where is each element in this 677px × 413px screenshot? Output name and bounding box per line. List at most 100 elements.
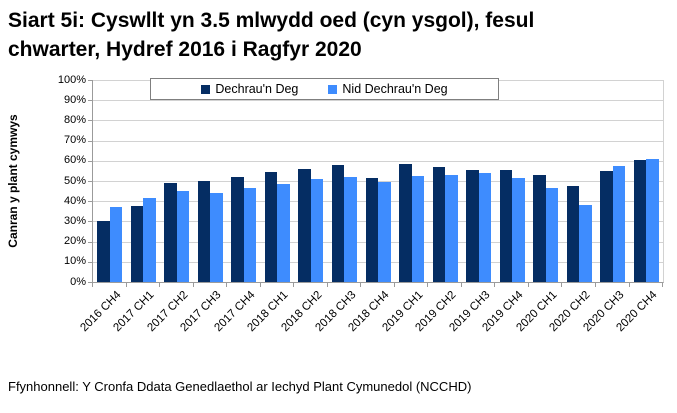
- y-tick-label-90: 90%: [63, 93, 86, 106]
- x-tick-mark-5: [259, 283, 261, 287]
- bar-group-2018 CH2: [294, 80, 328, 282]
- plot-area: [92, 80, 664, 283]
- y-tick-mark-60: [88, 160, 92, 162]
- bar-Nid Dechrau'n Deg-2020 CH2: [579, 205, 592, 282]
- x-tick-mark-13: [527, 283, 529, 287]
- source-note: Ffynhonnell: Y Cronfa Ddata Genedlaethol…: [8, 379, 472, 394]
- legend-swatch-dechraun-deg: [201, 84, 211, 94]
- y-tick-mark-50: [88, 181, 92, 182]
- x-tick-mark-6: [293, 283, 295, 287]
- bar-group-2020 CH3: [596, 80, 630, 282]
- y-tick-label-100: 100%: [57, 73, 86, 86]
- bar-Dechrau'n Deg-2018 CH2: [298, 168, 311, 282]
- bar-Nid Dechrau'n Deg-2018 CH2: [310, 179, 324, 282]
- bar-Dechrau'n Deg-2019 CH1: [399, 163, 412, 282]
- y-tick-label-50: 50%: [63, 174, 86, 187]
- bar-group-2018 CH3: [328, 80, 362, 282]
- bar-Dechrau'n Deg-2018 CH4: [365, 178, 379, 282]
- bar-group-2018 CH1: [261, 80, 295, 282]
- x-tick-mark-8: [360, 283, 362, 287]
- y-tick-mark-20: [88, 241, 92, 243]
- legend-swatch-nid-dechraun-deg: [328, 84, 338, 94]
- legend-label-nid-dechraun-deg: Nid Dechrau'n Deg: [342, 82, 448, 96]
- bar-Nid Dechrau'n Deg-2017 CH3: [210, 193, 223, 282]
- x-tick-mark-14: [561, 283, 563, 287]
- bar-Dechrau'n Deg-2020 CH4: [633, 159, 647, 282]
- y-tick-label-10: 10%: [63, 255, 86, 268]
- bar-Nid Dechrau'n Deg-2020 CH4: [646, 158, 659, 282]
- y-tick-label-80: 80%: [63, 113, 86, 126]
- bar-Nid Dechrau'n Deg-2018 CH3: [344, 177, 357, 282]
- bar-Nid Dechrau'n Deg-2020 CH3: [612, 165, 626, 282]
- legend: Dechrau'n Deg Nid Dechrau'n Deg: [150, 78, 499, 100]
- bar-Dechrau'n Deg-2020 CH1: [533, 174, 546, 282]
- bar-Dechrau'n Deg-2017 CH4: [231, 177, 244, 282]
- x-tick-mark-9: [393, 283, 395, 287]
- y-tick-mark-10: [88, 261, 92, 263]
- bar-group-2020 CH2: [562, 80, 596, 282]
- gridline-70: [93, 140, 663, 142]
- x-tick-mark-7: [326, 283, 328, 287]
- bar-Nid Dechrau'n Deg-2018 CH1: [277, 184, 290, 282]
- gridline-60: [93, 160, 663, 162]
- x-tick-mark-4: [226, 283, 228, 287]
- bars-layer: [93, 80, 663, 282]
- y-tick-mark-0: [88, 282, 92, 283]
- y-tick-mark-40: [88, 201, 92, 203]
- y-tick-label-60: 60%: [63, 154, 86, 167]
- y-tick-label-40: 40%: [63, 194, 86, 207]
- bar-group-2019 CH2: [428, 80, 462, 282]
- y-tick-label-0: 0%: [70, 275, 86, 288]
- bar-Nid Dechrau'n Deg-2019 CH1: [411, 175, 425, 282]
- bar-group-2017 CH1: [127, 80, 161, 282]
- x-tick-mark-11: [460, 283, 462, 287]
- bar-group-2019 CH1: [395, 80, 429, 282]
- x-tick-mark-3: [192, 283, 194, 287]
- bar-Dechrau'n Deg-2019 CH4: [499, 169, 513, 282]
- bar-Dechrau'n Deg-2018 CH1: [264, 171, 278, 282]
- y-tick-mark-30: [88, 221, 92, 223]
- legend-item-dechraun-deg: Dechrau'n Deg: [201, 82, 298, 96]
- y-axis-title: Canran y plant cymwys: [6, 114, 20, 248]
- bar-Nid Dechrau'n Deg-2017 CH4: [243, 188, 257, 282]
- bar-Dechrau'n Deg-2016 CH4: [97, 221, 110, 282]
- chart-title-line2: chwarter, Hydref 2016 i Ragfyr 2020: [8, 38, 362, 61]
- chart-title: Siart 5i: Cyswllt yn 3.5 mlwydd oed (cyn…: [8, 6, 648, 64]
- bar-group-2020 CH4: [630, 80, 664, 282]
- legend-label-dechraun-deg: Dechrau'n Deg: [215, 82, 299, 96]
- bar-Dechrau'n Deg-2017 CH2: [164, 183, 177, 282]
- bar-group-2019 CH3: [462, 80, 496, 282]
- bar-group-2018 CH4: [361, 80, 395, 282]
- bar-Dechrau'n Deg-2018 CH3: [331, 164, 345, 282]
- legend-item-nid-dechraun-deg: Nid Dechrau'n Deg: [328, 82, 448, 96]
- bar-group-2016 CH4: [93, 80, 127, 282]
- bar-group-2020 CH1: [529, 80, 563, 282]
- x-tick-mark-12: [494, 283, 496, 287]
- x-tick-mark-1: [125, 283, 127, 287]
- gridline-80: [93, 120, 663, 122]
- y-tick-label-70: 70%: [63, 134, 86, 147]
- x-tick-mark-10: [427, 283, 429, 287]
- bar-Nid Dechrau'n Deg-2019 CH4: [512, 178, 525, 282]
- bar-Dechrau'n Deg-2020 CH2: [566, 186, 580, 282]
- y-tick-mark-70: [88, 140, 92, 142]
- bar-Nid Dechrau'n Deg-2016 CH4: [109, 207, 123, 282]
- bar-Dechrau'n Deg-2020 CH3: [600, 170, 613, 282]
- bar-group-2019 CH4: [495, 80, 529, 282]
- bar-Dechrau'n Deg-2019 CH2: [432, 166, 446, 282]
- x-tick-mark-2: [159, 283, 161, 287]
- bar-group-2017 CH3: [194, 80, 228, 282]
- bar-Nid Dechrau'n Deg-2020 CH1: [545, 188, 559, 282]
- bar-Nid Dechrau'n Deg-2017 CH2: [176, 191, 190, 282]
- bar-Nid Dechrau'n Deg-2019 CH3: [478, 172, 492, 282]
- x-tick-mark-17: [662, 283, 663, 287]
- x-tick-mark-16: [628, 283, 630, 287]
- y-tick-label-20: 20%: [63, 235, 86, 248]
- bar-Nid Dechrau'n Deg-2017 CH1: [143, 198, 156, 282]
- bar-group-2017 CH4: [227, 80, 261, 282]
- bar-Nid Dechrau'n Deg-2019 CH2: [445, 174, 458, 282]
- bar-Dechrau'n Deg-2017 CH1: [130, 206, 144, 282]
- x-tick-mark-15: [594, 283, 596, 287]
- y-tick-label-30: 30%: [63, 214, 86, 227]
